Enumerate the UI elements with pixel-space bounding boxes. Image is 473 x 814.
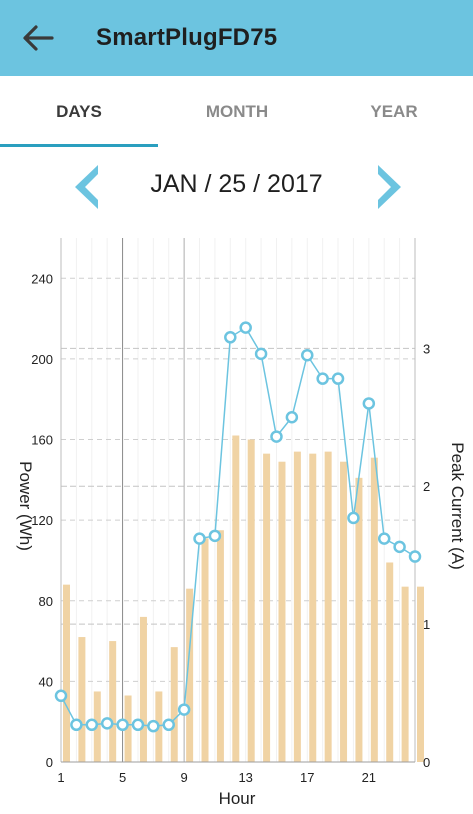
app-title: SmartPlugFD75 bbox=[96, 24, 278, 51]
y-tick-label: 160 bbox=[31, 433, 53, 448]
date-label: JAN / 25 / 2017 bbox=[150, 170, 323, 198]
point-hour-20[interactable] bbox=[347, 511, 360, 525]
x-axis-title: Hour bbox=[219, 789, 256, 808]
bar-hour-19[interactable] bbox=[340, 461, 348, 762]
point-hour-9[interactable] bbox=[177, 703, 191, 716]
bar-hour-10[interactable] bbox=[201, 538, 209, 762]
app-bar: SmartPlugFD75 bbox=[0, 0, 473, 76]
bar-hour-23[interactable] bbox=[401, 586, 409, 762]
y-tick-label: 240 bbox=[31, 271, 53, 286]
bar-hour-2[interactable] bbox=[78, 637, 86, 762]
point-hour-18[interactable] bbox=[316, 372, 329, 385]
point-hour-5[interactable] bbox=[116, 718, 129, 732]
bar-hour-4[interactable] bbox=[109, 641, 117, 762]
tab-month[interactable]: MONTH bbox=[205, 102, 269, 121]
power-chart: 0 40 80 120 160 200 240 0 1 2 3 1 5 9 13 17 21 Hour Power … bbox=[0, 228, 473, 809]
x-tick-label: 9 bbox=[181, 770, 188, 785]
y2-tick-label: 3 bbox=[423, 341, 430, 356]
bar-hour-11[interactable] bbox=[216, 530, 224, 762]
bar-hour-18[interactable] bbox=[324, 451, 332, 762]
x-tick-label: 1 bbox=[57, 770, 64, 785]
chevron-left-icon bbox=[75, 165, 98, 209]
bar-hour-16[interactable] bbox=[293, 451, 301, 762]
y2-tick-label: 1 bbox=[423, 617, 430, 632]
y2-axis-title: Peak Current (A) bbox=[448, 442, 467, 570]
y-tick-label: 80 bbox=[39, 594, 53, 609]
y-tick-label: 120 bbox=[31, 513, 53, 528]
y-axis-title: Power (Wh) bbox=[16, 461, 35, 551]
point-hour-7[interactable] bbox=[147, 719, 160, 733]
y2-tick-label: 2 bbox=[423, 479, 430, 494]
bar-hour-13[interactable] bbox=[247, 439, 255, 762]
previous-day-button[interactable] bbox=[66, 164, 106, 210]
x-tick-label: 5 bbox=[119, 770, 126, 785]
bar-hour-22[interactable] bbox=[386, 562, 394, 762]
x-tick-label: 17 bbox=[300, 770, 314, 785]
bar-hour-12[interactable] bbox=[232, 435, 240, 762]
point-hour-19[interactable] bbox=[331, 372, 345, 385]
bar-hour-6[interactable] bbox=[139, 616, 147, 762]
tab-indicator bbox=[0, 144, 158, 147]
tab-year[interactable]: YEAR bbox=[370, 102, 418, 121]
point-hour-15[interactable] bbox=[270, 430, 283, 443]
date-navigator: JAN / 25 / 2017 bbox=[0, 156, 473, 216]
y-tick-label: 200 bbox=[31, 352, 53, 367]
chevron-right-icon bbox=[378, 165, 401, 209]
y2-tick-label: 0 bbox=[423, 755, 430, 770]
arrow-left-icon bbox=[23, 25, 54, 51]
point-hour-12[interactable] bbox=[224, 331, 237, 344]
x-tick-label: 13 bbox=[238, 770, 252, 785]
bar-hour-20[interactable] bbox=[355, 477, 363, 762]
point-hour-10[interactable] bbox=[193, 532, 206, 545]
bar-hour-24[interactable] bbox=[417, 586, 424, 762]
bar-hour-9[interactable] bbox=[186, 588, 194, 762]
point-hour-16[interactable] bbox=[285, 411, 299, 424]
x-tick-label: 21 bbox=[362, 770, 376, 785]
bar-hour-5[interactable] bbox=[124, 695, 132, 762]
point-hour-22[interactable] bbox=[377, 532, 391, 545]
next-day-button[interactable] bbox=[370, 164, 410, 210]
period-tabs: DAYS MONTH YEAR bbox=[0, 76, 473, 148]
bar-hour-1[interactable] bbox=[63, 584, 70, 762]
point-hour-21[interactable] bbox=[362, 397, 376, 410]
bar-hour-21[interactable] bbox=[370, 457, 378, 762]
point-hour-4[interactable] bbox=[100, 717, 114, 730]
y-tick-label: 40 bbox=[39, 674, 53, 689]
point-hour-1[interactable] bbox=[54, 689, 68, 703]
point-hour-2[interactable] bbox=[70, 718, 83, 732]
point-hour-24[interactable] bbox=[408, 550, 422, 563]
back-button[interactable] bbox=[18, 18, 58, 58]
point-hour-11[interactable] bbox=[208, 529, 222, 543]
y-tick-label: 0 bbox=[46, 755, 53, 770]
point-hour-13[interactable] bbox=[239, 321, 252, 334]
bar-hour-15[interactable] bbox=[278, 461, 286, 762]
bar-hour-17[interactable] bbox=[309, 453, 317, 762]
bar-hour-8[interactable] bbox=[170, 647, 178, 762]
tab-days[interactable]: DAYS bbox=[56, 102, 102, 121]
point-hour-17[interactable] bbox=[301, 348, 314, 362]
point-hour-23[interactable] bbox=[393, 540, 406, 554]
bar-hour-14[interactable] bbox=[263, 453, 271, 762]
point-hour-6[interactable] bbox=[131, 718, 145, 732]
point-hour-8[interactable] bbox=[162, 718, 175, 732]
point-hour-14[interactable] bbox=[254, 347, 268, 361]
point-hour-3[interactable] bbox=[85, 718, 99, 732]
